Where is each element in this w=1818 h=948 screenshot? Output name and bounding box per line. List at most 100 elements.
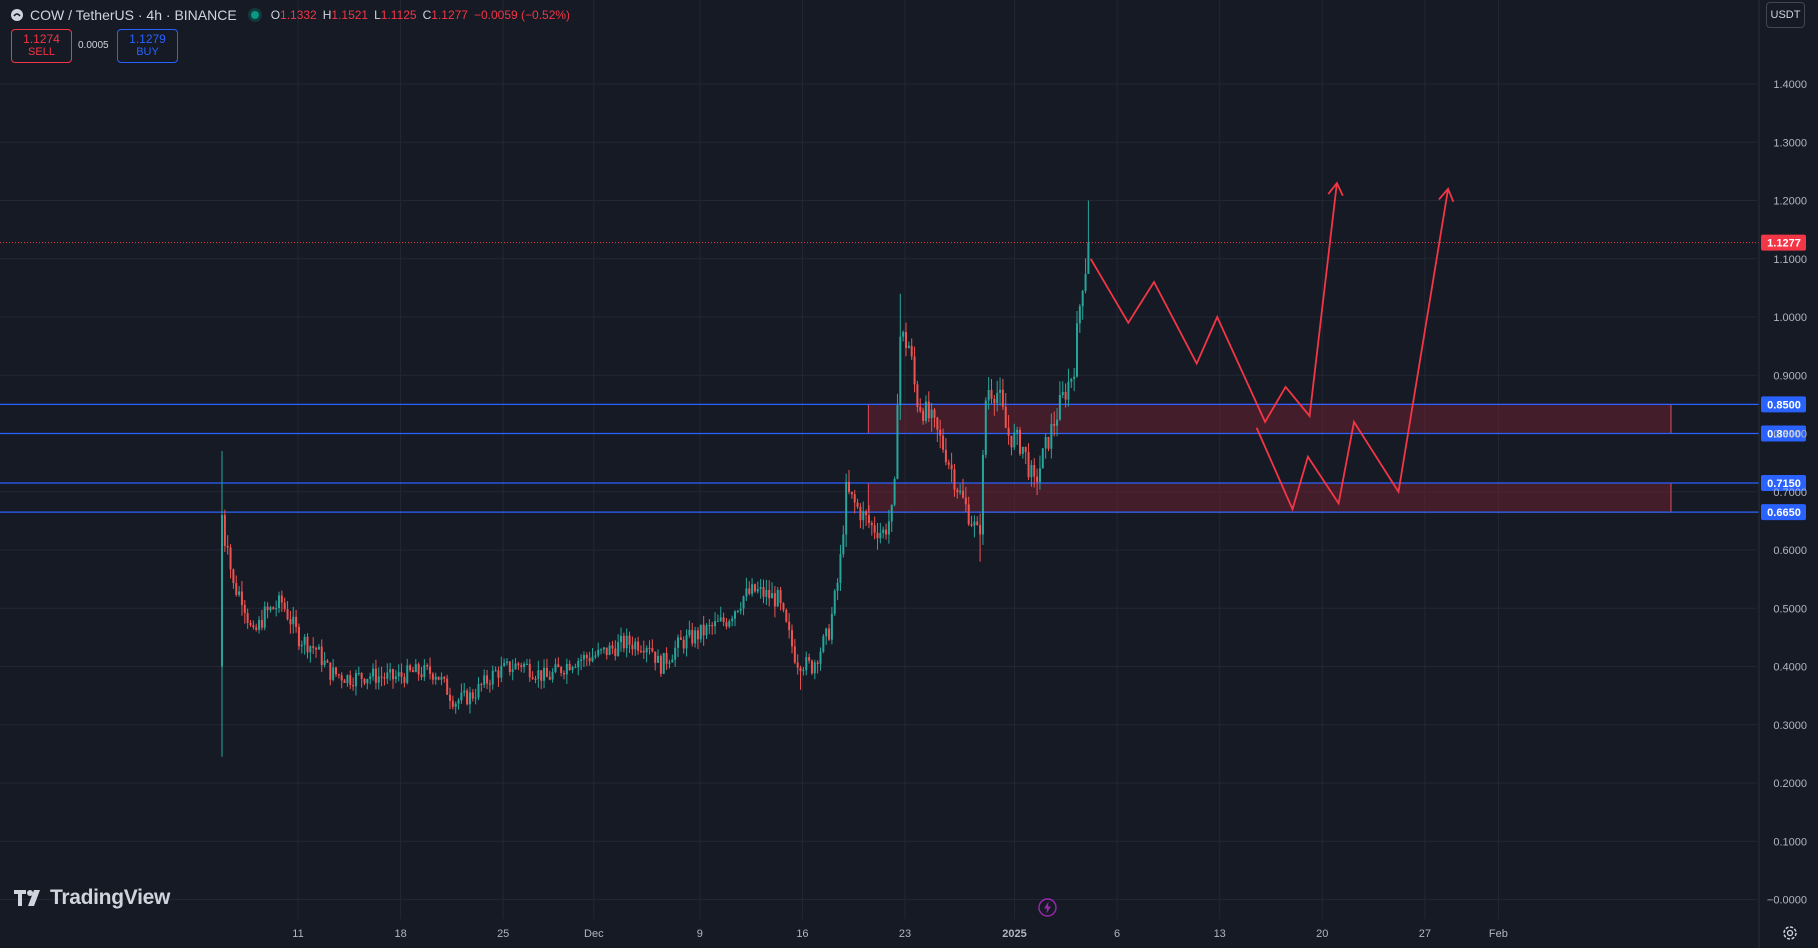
- candle-body: [585, 654, 588, 659]
- candle-body: [332, 667, 335, 680]
- candle-body: [853, 494, 856, 503]
- candle-body: [320, 646, 323, 665]
- candle-body: [753, 584, 756, 592]
- candle-body: [457, 700, 460, 704]
- candle-body: [890, 504, 893, 522]
- candle-body: [1041, 448, 1044, 469]
- candle-body: [574, 667, 577, 669]
- candle-body: [1050, 423, 1053, 449]
- candle-body: [850, 491, 853, 495]
- candle-body: [520, 665, 523, 668]
- candle-body: [788, 621, 791, 631]
- candle-body: [392, 669, 394, 680]
- candle-body: [246, 613, 249, 623]
- candle-body: [468, 692, 471, 705]
- symbol-title[interactable]: COW / TetherUS · 4h · BINANCE: [30, 7, 237, 23]
- candle-body: [226, 545, 229, 548]
- candle-body: [1067, 381, 1070, 400]
- sell-button[interactable]: 1.1274 SELL: [11, 29, 72, 63]
- candle-body: [725, 621, 728, 627]
- candle-body: [1053, 423, 1056, 426]
- candle-body: [500, 665, 503, 678]
- candle-body: [1073, 376, 1076, 380]
- candle-body: [429, 666, 432, 674]
- candle-body: [283, 602, 286, 610]
- candle-body: [622, 635, 625, 649]
- currency-selector[interactable]: USDT: [1766, 2, 1805, 28]
- candle-body: [899, 336, 902, 406]
- horizontal-levels: 0.8500 0.8000 0.7150 0.6650 1.1277: [0, 234, 1806, 521]
- candle-body: [873, 525, 876, 533]
- candle-body: [662, 652, 665, 674]
- candle-body: [1013, 432, 1016, 448]
- candle-body: [386, 672, 389, 679]
- candle-body: [238, 591, 241, 595]
- candle-body: [523, 663, 526, 668]
- candle-body: [617, 642, 620, 657]
- candle-body: [1004, 406, 1007, 428]
- price-tick-label: 0.9000: [1773, 370, 1807, 382]
- settings-gear-icon[interactable]: [1782, 925, 1798, 941]
- candle-body: [711, 624, 714, 627]
- buy-button[interactable]: 1.1279 BUY: [117, 29, 178, 63]
- candle-body: [411, 670, 414, 672]
- candle-body: [540, 670, 543, 681]
- candle-body: [1084, 273, 1087, 291]
- flash-icon[interactable]: [1038, 898, 1057, 917]
- candle-body: [782, 603, 785, 610]
- candle-body: [634, 641, 637, 650]
- candle-body: [1076, 323, 1078, 377]
- candle-body: [240, 591, 243, 605]
- candle-body: [278, 595, 280, 609]
- candle-body: [679, 637, 682, 640]
- candle-body: [691, 630, 694, 644]
- last-price-label: 1.1277: [1767, 238, 1801, 250]
- market-status-icon[interactable]: [250, 11, 259, 19]
- candle-body: [451, 700, 454, 707]
- candle-body: [1024, 446, 1027, 453]
- price-tick-label: 0.3000: [1773, 720, 1807, 732]
- candle-body: [825, 628, 828, 637]
- candle-body: [839, 554, 842, 583]
- candle-body: [999, 389, 1002, 393]
- projection-path-2: [1255, 188, 1449, 512]
- candle-body: [959, 490, 962, 493]
- candle-body: [987, 389, 990, 401]
- candle-body: [953, 469, 956, 490]
- tradingview-logo[interactable]: TradingView: [14, 886, 170, 910]
- candle-body: [668, 662, 671, 664]
- time-tick-label: 20: [1316, 928, 1328, 940]
- price-tick-label: 0.4000: [1773, 662, 1807, 674]
- price-tick-label: 0.5000: [1773, 603, 1807, 615]
- candle-body: [751, 584, 754, 594]
- candle-body: [996, 392, 999, 404]
- candle-body: [631, 644, 634, 650]
- time-tick-label: 2025: [1002, 928, 1026, 940]
- candle-body: [591, 656, 594, 662]
- candle-body: [312, 646, 315, 648]
- candle-body: [924, 401, 927, 421]
- price-tick-label: 0.6000: [1773, 545, 1807, 557]
- candle-body: [463, 690, 466, 693]
- candle-body: [919, 407, 922, 411]
- candle-body: [793, 646, 796, 663]
- candle-body: [423, 665, 426, 678]
- candle-body: [1044, 437, 1047, 449]
- candle-body: [560, 667, 563, 673]
- candle-body: [628, 635, 631, 645]
- candle-body: [232, 569, 235, 584]
- candle-body: [936, 417, 939, 430]
- candle-body: [762, 587, 765, 597]
- candle-body: [859, 506, 862, 521]
- candle-body: [580, 659, 583, 661]
- candle-body: [973, 521, 976, 526]
- candle-body: [431, 673, 434, 680]
- level-label-bg: [1761, 425, 1806, 442]
- candle-body: [745, 588, 748, 597]
- candle-body: [372, 668, 375, 677]
- candle-body: [736, 610, 739, 612]
- time-tick-label: 6: [1114, 928, 1120, 940]
- candle-body: [315, 647, 318, 650]
- candle-body: [272, 607, 275, 610]
